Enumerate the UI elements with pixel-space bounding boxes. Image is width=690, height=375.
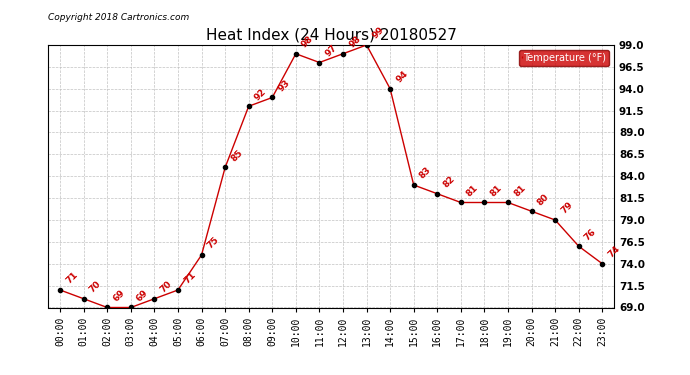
Text: 69: 69 <box>135 288 150 303</box>
Text: 82: 82 <box>442 174 457 190</box>
Text: 74: 74 <box>607 244 622 260</box>
Text: 99: 99 <box>371 26 386 41</box>
Text: 94: 94 <box>394 69 410 85</box>
Text: 69: 69 <box>111 288 127 303</box>
Text: 97: 97 <box>324 43 339 58</box>
Text: 98: 98 <box>347 34 362 50</box>
Text: 70: 70 <box>159 279 174 295</box>
Text: 81: 81 <box>489 183 504 198</box>
Legend: Temperature (°F): Temperature (°F) <box>520 50 609 66</box>
Text: 71: 71 <box>182 270 197 286</box>
Text: 76: 76 <box>583 227 598 242</box>
Text: 83: 83 <box>418 166 433 181</box>
Text: 79: 79 <box>560 201 575 216</box>
Text: 98: 98 <box>300 34 315 50</box>
Title: Heat Index (24 Hours) 20180527: Heat Index (24 Hours) 20180527 <box>206 27 457 42</box>
Text: 81: 81 <box>465 183 480 198</box>
Text: 92: 92 <box>253 87 268 102</box>
Text: 80: 80 <box>535 192 551 207</box>
Text: 70: 70 <box>88 279 103 295</box>
Text: 85: 85 <box>229 148 244 164</box>
Text: 93: 93 <box>277 78 292 93</box>
Text: 81: 81 <box>512 183 527 198</box>
Text: Copyright 2018 Cartronics.com: Copyright 2018 Cartronics.com <box>48 13 190 22</box>
Text: 75: 75 <box>206 236 221 251</box>
Text: 71: 71 <box>64 270 79 286</box>
